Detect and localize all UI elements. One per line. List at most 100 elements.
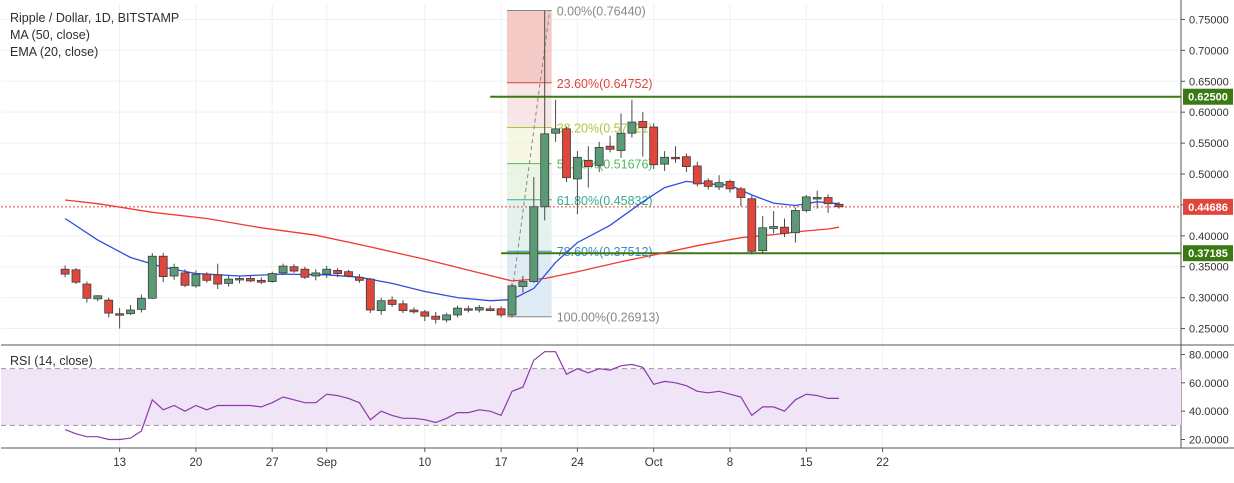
candle-body [93,295,103,300]
candle-body [507,285,517,316]
candle-body [333,270,343,274]
candle-up [812,190,822,209]
time-tick-label: Sep [316,457,336,469]
price-tick-label: 0.65000 [1189,76,1229,88]
candle-body [365,278,375,311]
price-tick-label: 0.55000 [1189,138,1229,150]
candle-body [289,266,299,272]
ma-50-line [65,199,840,282]
candle-down [638,112,648,157]
time-tick-label: 13 [113,457,126,469]
candle-down [682,153,691,173]
candle-down [333,267,343,278]
candle-up [573,151,582,215]
candle-down [671,146,680,163]
level-price-label: 0.62500 [1188,92,1228,104]
candle-body [354,276,364,281]
candle-up [758,216,768,254]
candle-body [725,181,735,190]
candle-down [213,263,223,289]
candle-body [823,197,833,205]
candle-body [300,268,310,278]
level-price-label: 0.37185 [1188,248,1228,260]
candle-down [115,308,124,329]
candle-up [322,266,332,278]
candle-up [801,195,811,213]
candle-body [180,272,190,286]
candle-up [376,297,386,315]
candle-up [518,276,528,293]
fib-level-label: 0.00%(0.76440) [557,5,646,19]
price-tick-label: 0.50000 [1189,169,1229,181]
candle-up [551,99,560,142]
last-price-tag [1183,198,1233,215]
candle-up [507,283,517,318]
candle-body [791,210,800,234]
last-price-label: 0.44686 [1188,202,1228,214]
price-tick-label: 0.35000 [1189,262,1229,274]
candle-body [202,273,212,281]
candle-body [115,313,124,316]
candle-up [191,270,201,288]
rsi-line [64,351,839,441]
price-tick-label: 0.30000 [1189,293,1229,305]
candle-body [496,308,506,316]
fib-level-label: 23.60%(0.64752) [557,77,653,91]
time-tick-label: 17 [495,457,508,469]
candle-body [671,156,680,160]
candle-body [747,198,757,252]
axes: 0.62500 0.37185 0.75000 0.70000 0.65000 0.600… [113,14,1233,469]
price-pane-bg [1,2,1181,344]
price-tick-label: 0.40000 [1189,231,1229,243]
candle-body [344,271,353,277]
candle-down [649,123,659,170]
candle-up [267,271,277,283]
candle-down [834,201,844,209]
candle-up [93,295,103,302]
candle-body [169,266,179,277]
candle-down [583,146,593,188]
symbol-title[interactable]: Ripple / Dollar, 1D, BITSTAMP [10,11,180,25]
candle-up [311,269,321,281]
candle-down [158,253,168,283]
candle-up [126,305,135,315]
rsi-legend-label[interactable]: RSI (14, close) [10,354,93,368]
candle-body [736,188,746,198]
candle-down [823,194,833,213]
candle-up [235,276,244,284]
candle-body [660,156,669,165]
candle-up [594,141,604,173]
candle-body [267,273,277,282]
price-pane [1,10,1181,329]
ma-legend-label[interactable]: MA (50, close) [10,28,90,42]
candle-up [169,263,179,280]
candle-body [398,303,408,312]
time-tick-label: 22 [876,457,889,469]
candle-body [649,126,659,166]
ema-legend-label[interactable]: EMA (20, close) [10,45,99,59]
candle-body [812,197,822,200]
chart-legend: Ripple / Dollar, 1D, BITSTAMP MA (50, cl… [10,10,179,61]
candle-body [442,314,452,321]
candle-body [834,203,844,208]
time-tick-label: 8 [727,457,733,469]
candle-down [780,218,789,238]
candle-body [485,308,495,312]
price-tick-label: 0.70000 [1189,45,1229,57]
candle-body [71,269,81,283]
fib-level-label: 78.60%(0.37512) [557,245,653,259]
candle-up [147,253,157,299]
candle-body [387,299,397,305]
time-tick-label: 10 [418,457,431,469]
candle-down [245,276,255,283]
candle-down [398,300,408,314]
rsi-band-fill [1,368,1181,426]
candle-down [692,161,702,187]
time-tick-label: 15 [800,457,813,469]
candle-body [692,165,702,185]
candle-up [453,305,462,318]
candle-body [474,307,484,311]
candle-body [256,279,266,283]
